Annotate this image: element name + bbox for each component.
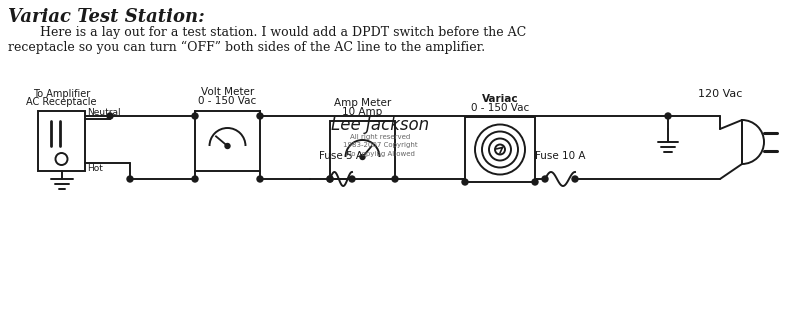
Circle shape bbox=[392, 176, 398, 182]
Circle shape bbox=[225, 144, 230, 149]
Text: Hot: Hot bbox=[87, 164, 103, 173]
Text: 0 - 150 Vac: 0 - 150 Vac bbox=[471, 103, 529, 113]
Wedge shape bbox=[742, 120, 764, 164]
Circle shape bbox=[542, 176, 548, 182]
Circle shape bbox=[327, 176, 333, 182]
Circle shape bbox=[462, 179, 468, 185]
Circle shape bbox=[257, 176, 263, 182]
Text: 10 Amp: 10 Amp bbox=[342, 107, 382, 117]
Circle shape bbox=[665, 113, 671, 119]
Text: Amp Meter: Amp Meter bbox=[334, 98, 391, 108]
Circle shape bbox=[192, 176, 198, 182]
Circle shape bbox=[360, 155, 365, 160]
Text: receptacle so you can turn “OFF” both sides of the AC line to the amplifier.: receptacle so you can turn “OFF” both si… bbox=[8, 41, 485, 54]
Text: 120 Vac: 120 Vac bbox=[698, 89, 742, 99]
Circle shape bbox=[107, 113, 113, 119]
Bar bbox=[465, 117, 535, 182]
Text: Variac: Variac bbox=[482, 94, 518, 104]
Bar bbox=[330, 121, 395, 179]
Circle shape bbox=[127, 176, 133, 182]
Text: Fuse 5 A: Fuse 5 A bbox=[319, 151, 363, 161]
Text: AC Receptacle: AC Receptacle bbox=[26, 97, 97, 107]
Text: Fuse 10 A: Fuse 10 A bbox=[534, 151, 586, 161]
Bar bbox=[195, 111, 260, 171]
Text: Lee Jackson: Lee Jackson bbox=[331, 116, 429, 134]
Text: Here is a lay out for a test station. I would add a DPDT switch before the AC: Here is a lay out for a test station. I … bbox=[8, 26, 526, 39]
Text: 0 - 150 Vac: 0 - 150 Vac bbox=[198, 96, 257, 106]
Circle shape bbox=[532, 179, 538, 185]
Bar bbox=[38, 111, 85, 171]
Circle shape bbox=[257, 113, 263, 119]
Text: Variac Test Station:: Variac Test Station: bbox=[8, 8, 205, 26]
Circle shape bbox=[327, 176, 333, 182]
Circle shape bbox=[349, 176, 355, 182]
Text: All right reserved
1983-2007 Copyright
No copying Allowed: All right reserved 1983-2007 Copyright N… bbox=[342, 134, 418, 157]
Circle shape bbox=[192, 113, 198, 119]
Text: To Amplifier: To Amplifier bbox=[33, 89, 90, 99]
Text: Volt Meter: Volt Meter bbox=[201, 87, 254, 97]
Circle shape bbox=[572, 176, 578, 182]
Text: Neutral: Neutral bbox=[87, 108, 121, 117]
